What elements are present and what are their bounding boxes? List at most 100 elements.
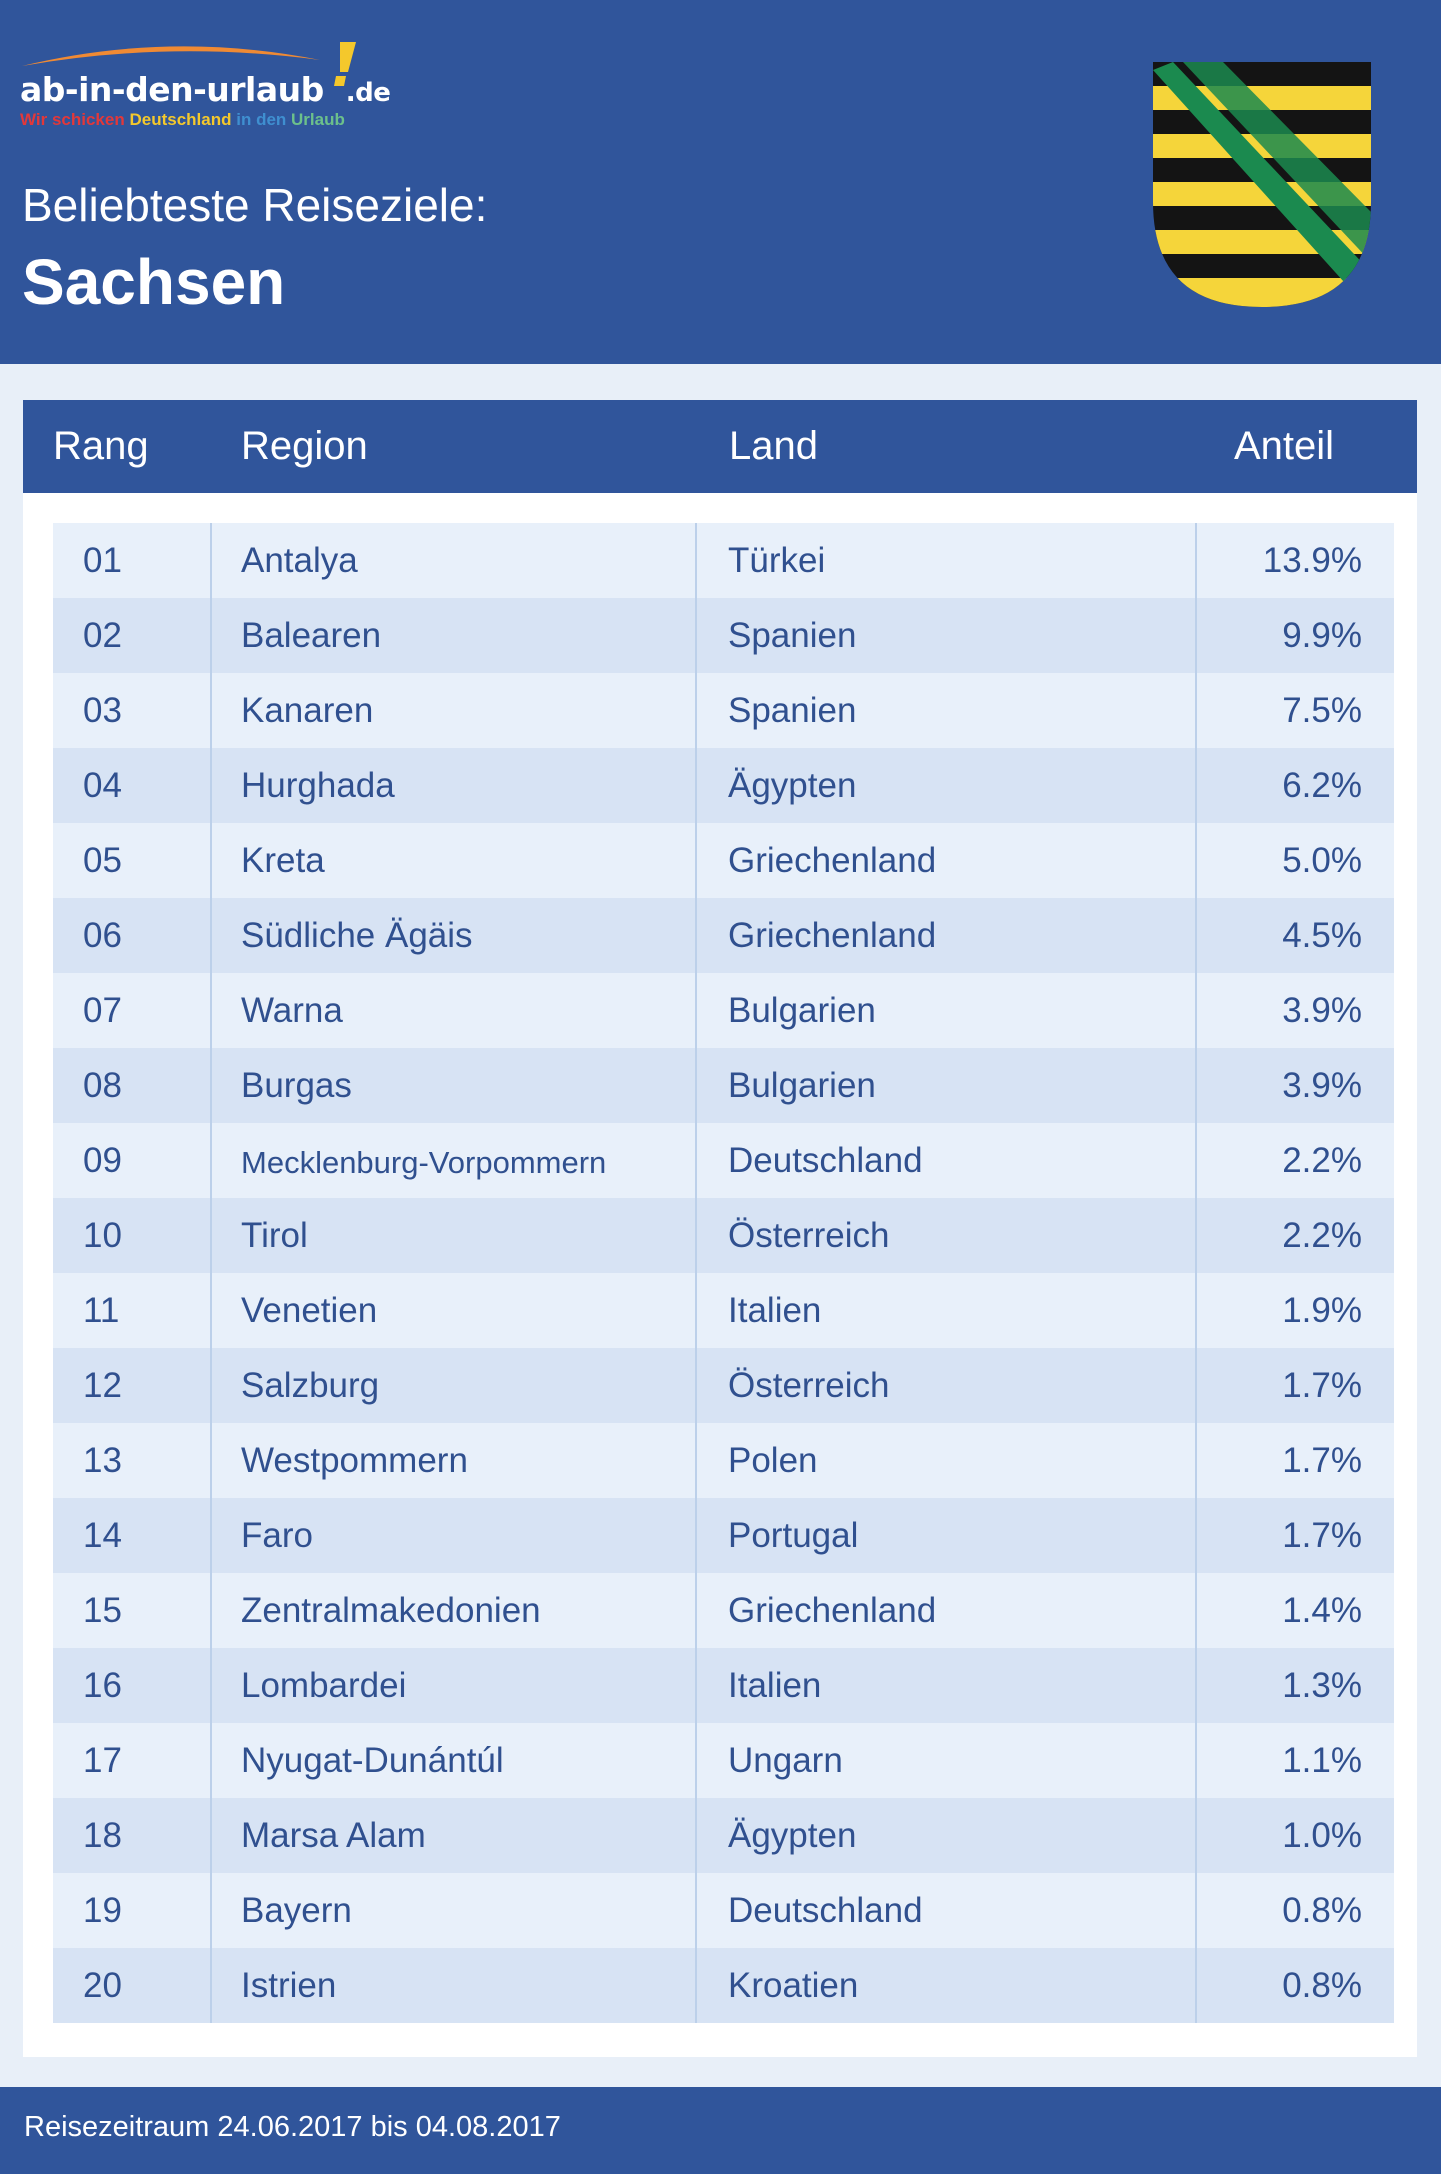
region-cell: Marsa Alam bbox=[241, 1816, 426, 1855]
region-cell: Venetien bbox=[241, 1291, 378, 1330]
share-cell: 3.9% bbox=[1282, 1066, 1362, 1105]
share-cell: 1.0% bbox=[1282, 1816, 1362, 1855]
table-row: 19 Bayern Deutschland 0.8% bbox=[53, 1873, 1394, 1948]
country-cell: Spanien bbox=[728, 691, 857, 730]
coat-of-arms-icon bbox=[1153, 62, 1371, 307]
share-cell: 9.9% bbox=[1282, 616, 1362, 655]
rank-cell: 19 bbox=[83, 1891, 122, 1930]
share-cell: 1.7% bbox=[1282, 1516, 1362, 1555]
country-cell: Bulgarien bbox=[728, 1066, 876, 1105]
share-cell: 4.5% bbox=[1282, 916, 1362, 955]
country-cell: Bulgarien bbox=[728, 991, 876, 1030]
country-cell: Griechenland bbox=[728, 916, 937, 955]
region-cell: Südliche Ägäis bbox=[241, 916, 473, 955]
rank-cell: 14 bbox=[83, 1516, 122, 1555]
region-cell: Kanaren bbox=[241, 691, 374, 730]
table-row: 06 Südliche Ägäis Griechenland 4.5% bbox=[53, 898, 1394, 973]
table-row: 13 Westpommern Polen 1.7% bbox=[53, 1423, 1394, 1498]
logo: ab-in-den-urlaub .de Wir schicken Deutsch… bbox=[20, 40, 400, 135]
share-cell: 1.7% bbox=[1282, 1441, 1362, 1480]
country-cell: Ägypten bbox=[728, 1816, 857, 1855]
rank-cell: 05 bbox=[83, 841, 122, 880]
rank-cell: 18 bbox=[83, 1816, 122, 1855]
travel-period: Reisezeitraum 24.06.2017 bis 04.08.2017 bbox=[24, 2111, 561, 2143]
region-cell: Kreta bbox=[241, 841, 325, 880]
table-row: 01 Antalya Türkei 13.9% bbox=[53, 523, 1394, 598]
column-header-land: Land bbox=[729, 424, 818, 468]
share-cell: 1.1% bbox=[1282, 1741, 1362, 1780]
region-cell: Istrien bbox=[241, 1966, 337, 2005]
rank-cell: 17 bbox=[83, 1741, 122, 1780]
country-cell: Italien bbox=[728, 1666, 822, 1705]
country-cell: Griechenland bbox=[728, 1591, 937, 1630]
column-header-rang: Rang bbox=[53, 424, 149, 468]
table-header: Rang Region Land Anteil bbox=[23, 400, 1417, 493]
table-row: 17 Nyugat-Dunántúl Ungarn 1.1% bbox=[53, 1723, 1394, 1798]
table-row: 11 Venetien Italien 1.9% bbox=[53, 1273, 1394, 1348]
region-cell: Mecklenburg-Vorpommern bbox=[241, 1145, 607, 1180]
share-cell: 1.9% bbox=[1282, 1291, 1362, 1330]
share-cell: 13.9% bbox=[1262, 541, 1362, 580]
share-cell: 1.3% bbox=[1282, 1666, 1362, 1705]
share-cell: 2.2% bbox=[1282, 1141, 1362, 1180]
share-cell: 6.2% bbox=[1282, 766, 1362, 805]
share-cell: 2.2% bbox=[1282, 1216, 1362, 1255]
rank-cell: 15 bbox=[83, 1591, 122, 1630]
table-row: 18 Marsa Alam Ägypten 1.0% bbox=[53, 1798, 1394, 1873]
country-cell: Österreich bbox=[728, 1366, 890, 1405]
country-cell: Ungarn bbox=[728, 1741, 843, 1780]
destinations-table: Rang Region Land Anteil 01 Antalya Türkei 1… bbox=[23, 400, 1417, 2057]
rank-cell: 09 bbox=[83, 1141, 122, 1180]
column-header-region: Region bbox=[241, 424, 368, 468]
table-row: 04 Hurghada Ägypten 6.2% bbox=[53, 748, 1394, 823]
country-cell: Türkei bbox=[728, 541, 826, 580]
table-row: 10 Tirol Österreich 2.2% bbox=[53, 1198, 1394, 1273]
share-cell: 1.7% bbox=[1282, 1366, 1362, 1405]
region-cell: Nyugat-Dunántúl bbox=[241, 1741, 504, 1780]
region-cell: Balearen bbox=[241, 616, 382, 655]
country-cell: Griechenland bbox=[728, 841, 937, 880]
table-row: 14 Faro Portugal 1.7% bbox=[53, 1498, 1394, 1573]
country-cell: Polen bbox=[728, 1441, 818, 1480]
header-banner: ab-in-den-urlaub .de Wir schicken Deutsch… bbox=[0, 0, 1441, 364]
table-row: 02 Balearen Spanien 9.9% bbox=[53, 598, 1394, 673]
rank-cell: 08 bbox=[83, 1066, 122, 1105]
rank-cell: 13 bbox=[83, 1441, 122, 1480]
rank-cell: 07 bbox=[83, 991, 122, 1030]
region-cell: Lombardei bbox=[241, 1666, 407, 1705]
rank-cell: 01 bbox=[83, 541, 122, 580]
table-row: 03 Kanaren Spanien 7.5% bbox=[53, 673, 1394, 748]
country-cell: Italien bbox=[728, 1291, 822, 1330]
country-cell: Ägypten bbox=[728, 766, 857, 805]
table-row: 07 Warna Bulgarien 3.9% bbox=[53, 973, 1394, 1048]
region-cell: Antalya bbox=[241, 541, 358, 580]
region-cell: Burgas bbox=[241, 1066, 352, 1105]
rank-cell: 04 bbox=[83, 766, 122, 805]
table-row: 20 Istrien Kroatien 0.8% bbox=[53, 1948, 1394, 2023]
table-row: 09 Mecklenburg-Vorpommern Deutschland 2.2% bbox=[53, 1123, 1394, 1198]
region-cell: Salzburg bbox=[241, 1366, 380, 1405]
share-cell: 1.4% bbox=[1282, 1591, 1362, 1630]
footer: Reisezeitraum 24.06.2017 bis 04.08.2017 bbox=[0, 2087, 1441, 2174]
share-cell: 5.0% bbox=[1282, 841, 1362, 880]
rank-cell: 12 bbox=[83, 1366, 122, 1405]
country-cell: Portugal bbox=[728, 1516, 859, 1555]
region-cell: Bayern bbox=[241, 1891, 352, 1930]
page-subtitle: Sachsen bbox=[22, 246, 286, 318]
region-cell: Tirol bbox=[241, 1216, 308, 1255]
table-row: 05 Kreta Griechenland 5.0% bbox=[53, 823, 1394, 898]
table-row: 12 Salzburg Österreich 1.7% bbox=[53, 1348, 1394, 1423]
page-title: Beliebteste Reiseziele: bbox=[22, 179, 488, 231]
country-cell: Österreich bbox=[728, 1216, 890, 1255]
region-cell: Hurghada bbox=[241, 766, 395, 805]
rank-cell: 11 bbox=[83, 1291, 120, 1330]
country-cell: Deutschland bbox=[728, 1891, 923, 1930]
region-cell: Westpommern bbox=[241, 1441, 468, 1480]
country-cell: Deutschland bbox=[728, 1141, 923, 1180]
rank-cell: 02 bbox=[83, 616, 122, 655]
rank-cell: 10 bbox=[83, 1216, 122, 1255]
country-cell: Spanien bbox=[728, 616, 857, 655]
table-row: 08 Burgas Bulgarien 3.9% bbox=[53, 1048, 1394, 1123]
rank-cell: 16 bbox=[83, 1666, 122, 1705]
rank-cell: 03 bbox=[83, 691, 122, 730]
